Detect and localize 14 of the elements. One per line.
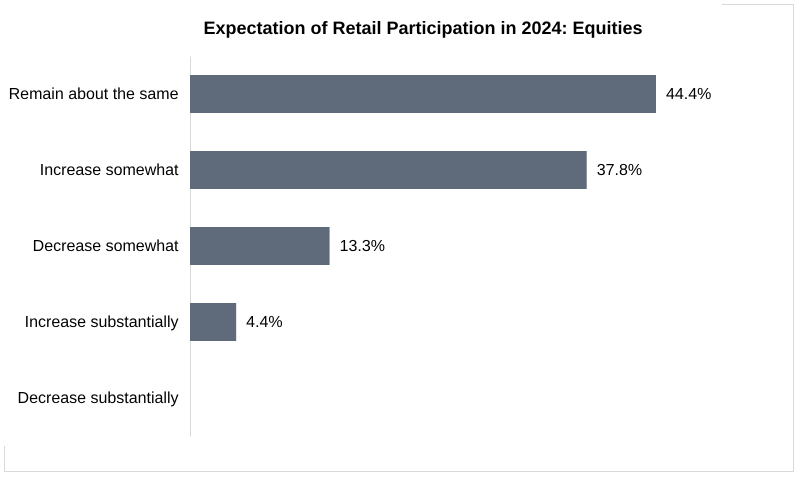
bar — [190, 75, 656, 113]
data-label: 4.4% — [246, 314, 283, 331]
data-label: 37.8% — [596, 162, 642, 179]
data-label: 44.4% — [666, 86, 712, 103]
y-tick-label: Remain about the same — [8, 86, 179, 103]
bar — [190, 151, 587, 189]
bar — [190, 227, 330, 265]
y-tick-label: Decrease somewhat — [32, 238, 180, 255]
y-tick-label: Decrease substantially — [18, 390, 178, 407]
bar — [190, 303, 236, 341]
y-tick-label: Increase substantially — [24, 314, 178, 331]
chart-title: Expectation of Retail Participation in 2024: Equities — [203, 18, 643, 38]
y-tick-label: Increase somewhat — [40, 162, 180, 179]
data-label: 13.3% — [340, 238, 385, 255]
